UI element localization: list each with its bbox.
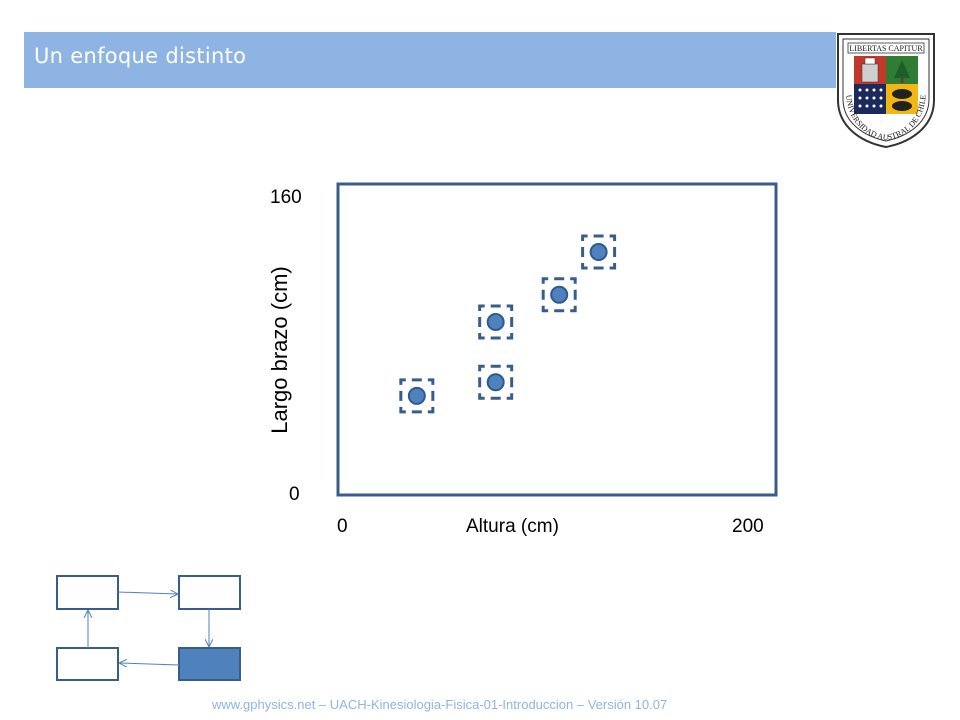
y-tick-max: 160 <box>270 187 302 208</box>
data-point-frame-2 <box>478 304 514 340</box>
data-point-frame-4 <box>541 277 577 313</box>
data-point-frame-3 <box>478 364 514 400</box>
data-point-frame-1 <box>399 378 435 414</box>
x-tick-max: 200 <box>732 516 764 537</box>
cycle-box-bottom-left <box>56 647 119 681</box>
data-point-3 <box>486 373 505 392</box>
process-cycle-diagram <box>56 575 241 681</box>
x-tick-min: 0 <box>337 516 348 537</box>
data-point-5 <box>589 243 608 262</box>
data-point-2 <box>486 313 505 332</box>
plot-frame <box>336 182 778 497</box>
cycle-box-bottom-right-active <box>178 647 241 681</box>
crest-motto: LIBERTAS CAPITUR <box>849 44 923 53</box>
data-point-frame-5 <box>581 234 617 270</box>
cycle-box-top-left <box>56 575 119 610</box>
cycle-arrow-left <box>120 663 180 665</box>
data-point-1 <box>407 386 426 405</box>
slide-footer: www.gphysics.net – UACH-Kinesiologia-Fis… <box>212 697 668 712</box>
y-tick-min: 0 <box>289 484 300 505</box>
title-bar: Un enfoque distinto <box>24 32 836 88</box>
data-points-layer <box>399 234 617 414</box>
university-crest-logo: LIBERTAS CAPITUR UNIVERSIDAD AUSTRAL DE … <box>837 33 935 149</box>
cycle-arrow-right <box>117 592 177 594</box>
data-point-4 <box>550 285 569 304</box>
x-axis-label: Altura (cm) <box>466 516 559 537</box>
y-axis-label: Largo brazo (cm) <box>267 266 292 434</box>
slide-title: Un enfoque distinto <box>34 44 247 68</box>
cycle-box-top-right <box>178 575 241 610</box>
